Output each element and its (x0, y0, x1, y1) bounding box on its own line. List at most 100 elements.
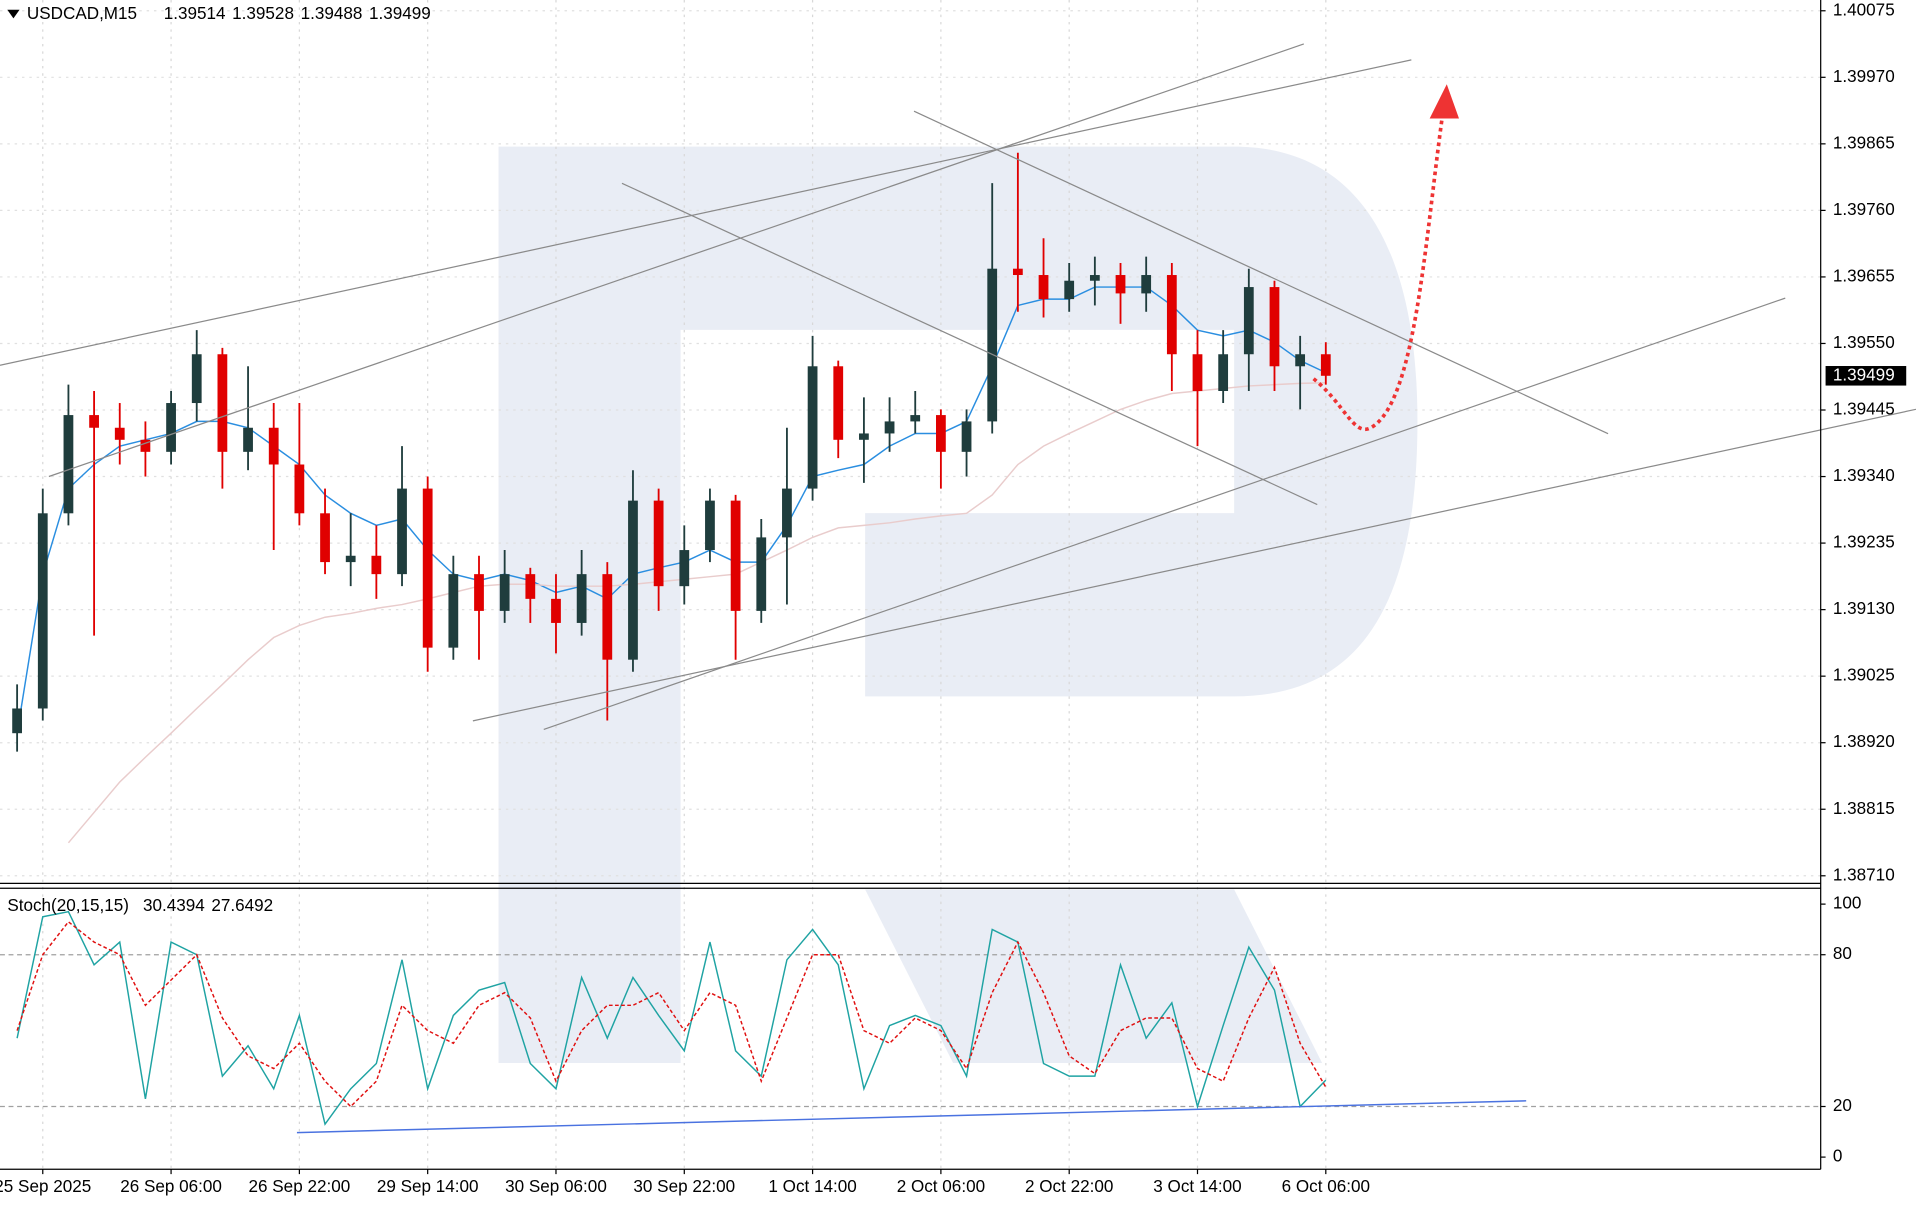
candle-body (987, 268, 998, 422)
candle-body (320, 513, 330, 563)
trendline (998, 59, 1412, 150)
y-tick-label: 80 (1833, 944, 1852, 963)
candle-body (89, 415, 99, 428)
candle-body (1012, 268, 1023, 276)
candle-body (525, 574, 536, 599)
candle-body (12, 708, 22, 734)
candle-body (140, 439, 151, 452)
candle-body (1269, 287, 1280, 367)
ohlc-high: 1.39528 (232, 4, 294, 23)
candle-body (936, 415, 946, 452)
candle-body (961, 421, 972, 452)
candle-body (63, 415, 74, 514)
candle-body (448, 574, 459, 648)
y-tick-label: 100 (1833, 894, 1862, 913)
grid (0, 0, 1821, 1170)
trendline (543, 297, 1786, 730)
y-tick-label: 1.38710 (1833, 865, 1895, 884)
forecast-arrow (1429, 84, 1459, 119)
trendline (621, 182, 1318, 506)
y-tick-label: 1.39445 (1833, 400, 1895, 419)
candle-body (1166, 275, 1177, 355)
ohlc-low: 1.39488 (301, 4, 363, 23)
candle-body (422, 488, 433, 648)
candle-body (705, 500, 715, 551)
y-tick-label: 0 (1833, 1147, 1843, 1166)
candle-body (345, 555, 356, 563)
candle-body (191, 354, 202, 404)
ohlc-open: 1.39514 (164, 4, 226, 23)
candle-body (1089, 275, 1100, 281)
y-tick-label: 1.39550 (1833, 333, 1895, 352)
candle-body (1064, 280, 1075, 300)
x-tick-label: 25 Sep 2025 (0, 1177, 91, 1196)
frame (0, 0, 1822, 1170)
x-tick-label: 2 Oct 06:00 (897, 1177, 985, 1196)
x-tick-label: 29 Sep 14:00 (377, 1177, 479, 1196)
candle-body (1295, 354, 1306, 367)
candle-body (1218, 354, 1229, 391)
watermark (498, 146, 1418, 1063)
candle-body (551, 598, 561, 623)
candle-body (679, 550, 690, 587)
symbol-title: USDCAD,M15 (27, 4, 137, 23)
candle-body (628, 500, 638, 660)
indicator-line (16, 910, 1327, 1126)
marks (12, 152, 1331, 1126)
x-tick-label: 26 Sep 22:00 (249, 1177, 351, 1196)
price-label-box (1825, 366, 1907, 386)
indicator-line (16, 286, 1327, 734)
stoch-main-reading: 30.4394 (143, 896, 205, 915)
forecast-path (1312, 119, 1444, 432)
y-tick-label: 20 (1833, 1096, 1852, 1115)
watermark-logo (498, 146, 1418, 1063)
candle-body (474, 574, 484, 611)
candle-body (859, 433, 869, 440)
x-tick-label: 26 Sep 06:00 (120, 1177, 222, 1196)
candle-body (653, 500, 664, 587)
stoch-trendline (296, 1100, 1527, 1134)
candle-body (576, 574, 587, 623)
candle-body (371, 555, 382, 575)
x-tick-label: 30 Sep 22:00 (633, 1177, 735, 1196)
symbol-dropdown[interactable] (7, 9, 20, 19)
candle-body (243, 427, 253, 452)
candle-body (1192, 354, 1203, 391)
candle-body (166, 403, 176, 452)
candle-body (910, 415, 921, 422)
y-tick-label: 1.39235 (1833, 533, 1895, 552)
candle-body (1115, 275, 1126, 294)
x-tick-label: 3 Oct 14:00 (1153, 1177, 1241, 1196)
candle-body (602, 574, 613, 660)
candle-body (1320, 354, 1331, 376)
candle-body (782, 488, 792, 538)
y-tick-label: 1.39865 (1833, 133, 1895, 152)
y-tick-label: 1.39970 (1833, 67, 1895, 86)
candle-body (397, 488, 407, 575)
candle-body (756, 537, 767, 611)
candle-body (884, 421, 895, 434)
candle-body (294, 464, 305, 514)
candle-body (217, 354, 228, 452)
candle-body (37, 513, 48, 709)
candle-body (114, 427, 125, 440)
y-tick-label: 1.39130 (1833, 599, 1895, 618)
ohlc-close: 1.39499 (369, 4, 431, 23)
trendline (48, 43, 1305, 478)
candle-body (499, 574, 510, 611)
candle-body (1243, 287, 1254, 355)
candle-body (1141, 275, 1152, 294)
y-tick-label: 1.38920 (1833, 732, 1895, 751)
candle-body (268, 427, 279, 465)
candle-body (730, 500, 741, 611)
y-tick-label: 1.39760 (1833, 200, 1895, 219)
x-tick-label: 2 Oct 22:00 (1025, 1177, 1113, 1196)
candle-body (807, 366, 818, 489)
watermark-leg (865, 889, 1323, 1063)
price-label: 1.39499 (1833, 365, 1895, 384)
candle-body (833, 366, 844, 440)
x-tick-label: 30 Sep 06:00 (505, 1177, 607, 1196)
stoch-signal-reading: 27.6492 (211, 896, 273, 915)
x-tick-label: 1 Oct 14:00 (768, 1177, 856, 1196)
